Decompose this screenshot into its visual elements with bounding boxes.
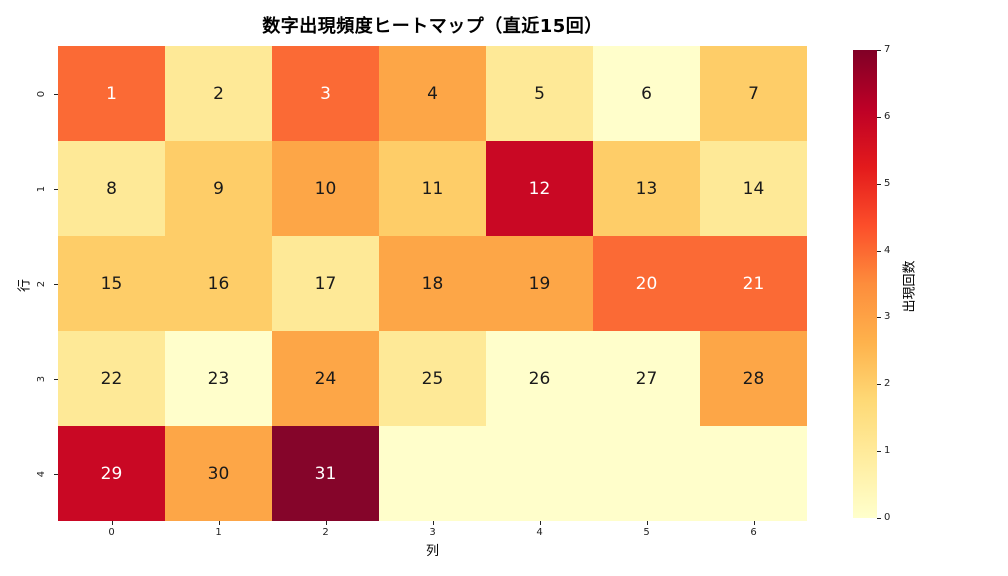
- heatmap-cell: 6: [593, 46, 700, 141]
- y-axis-label: 行: [17, 279, 33, 293]
- heatmap-cell: 4: [379, 46, 486, 141]
- y-tick-mark: [54, 188, 58, 190]
- colorbar: [853, 50, 877, 518]
- y-tick-label: 4: [36, 470, 47, 477]
- heatmap-cell: 26: [486, 331, 593, 426]
- heatmap-cell: 31: [272, 426, 379, 521]
- heatmap-cell: 3: [272, 46, 379, 141]
- y-tick-mark: [54, 473, 58, 475]
- colorbar-label: 出現回数: [902, 260, 918, 313]
- colorbar-tick-mark: [877, 116, 881, 118]
- chart-title: 数字出現頻度ヒートマップ（直近15回）: [262, 16, 603, 37]
- heatmap-grid: 1 2 3 4 5 6 7 8 9 10 11 12 13 14 15 16 17 18 19 20 21 22 23 24 2…: [58, 46, 807, 521]
- heatmap-cell: 13: [593, 141, 700, 236]
- heatmap-cell: 25: [379, 331, 486, 426]
- x-tick-mark: [218, 521, 220, 525]
- heatmap-cell: 14: [700, 141, 807, 236]
- heatmap-cell: 2: [165, 46, 272, 141]
- colorbar-tick-label: 4: [884, 244, 891, 256]
- heatmap-cell: 5: [486, 46, 593, 141]
- colorbar-tick-mark: [877, 250, 881, 252]
- heatmap-cell: [486, 426, 593, 521]
- x-tick-mark: [646, 521, 648, 525]
- heatmap-cell: 21: [700, 236, 807, 331]
- colorbar-tick-mark: [877, 384, 881, 386]
- x-tick-mark: [325, 521, 327, 525]
- x-tick-mark: [753, 521, 755, 525]
- y-tick-mark: [54, 93, 58, 95]
- heatmap-cell: 28: [700, 331, 807, 426]
- heatmap-cell: 12: [486, 141, 593, 236]
- heatmap-cell: 1: [58, 46, 165, 141]
- y-tick-label: 1: [36, 185, 47, 192]
- x-tick-label: 2: [322, 527, 329, 538]
- colorbar-tick-label: 6: [884, 110, 891, 122]
- heatmap-cell: [379, 426, 486, 521]
- x-tick-label: 1: [215, 527, 222, 538]
- colorbar-tick-label: 7: [884, 44, 891, 55]
- heatmap-cell: 11: [379, 141, 486, 236]
- colorbar-tick-label: 0: [884, 512, 891, 523]
- colorbar-tick-mark: [877, 50, 881, 51]
- colorbar-tick-label: 2: [884, 378, 891, 390]
- heatmap-cell: 17: [272, 236, 379, 331]
- x-tick-label: 0: [108, 527, 115, 538]
- heatmap-cell: [700, 426, 807, 521]
- x-tick-mark: [432, 521, 434, 525]
- heatmap-cell: 22: [58, 331, 165, 426]
- heatmap-cell: 19: [486, 236, 593, 331]
- heatmap-cell: 30: [165, 426, 272, 521]
- heatmap-cell: 20: [593, 236, 700, 331]
- colorbar-tick-mark: [877, 518, 881, 519]
- heatmap-cell: 18: [379, 236, 486, 331]
- colorbar-tick-label: 3: [884, 311, 891, 323]
- x-tick-mark: [539, 521, 541, 525]
- y-tick-mark: [54, 378, 58, 380]
- y-tick-label: 2: [36, 280, 47, 287]
- colorbar-tick-mark: [877, 451, 881, 453]
- y-tick-mark: [54, 283, 58, 285]
- heatmap-cell: [593, 426, 700, 521]
- y-tick-label: 3: [36, 375, 47, 382]
- heatmap-cell: 24: [272, 331, 379, 426]
- y-tick-label: 0: [36, 90, 47, 97]
- heatmap-cell: 8: [58, 141, 165, 236]
- heatmap-cell: 29: [58, 426, 165, 521]
- colorbar-tick-mark: [877, 317, 881, 319]
- heatmap-cell: 9: [165, 141, 272, 236]
- heatmap-cell: 23: [165, 331, 272, 426]
- x-tick-mark: [111, 521, 113, 525]
- colorbar-tick-label: 5: [884, 177, 891, 189]
- heatmap-cell: 10: [272, 141, 379, 236]
- heatmap-cell: 7: [700, 46, 807, 141]
- colorbar-tick-mark: [877, 183, 881, 185]
- colorbar-tick-label: 1: [884, 445, 891, 457]
- heatmap-cell: 16: [165, 236, 272, 331]
- x-tick-label: 4: [536, 527, 543, 538]
- heatmap-cell: 15: [58, 236, 165, 331]
- x-tick-label: 5: [643, 527, 650, 538]
- x-tick-label: 6: [750, 527, 757, 538]
- x-axis-label: 列: [425, 544, 439, 559]
- heatmap-cell: 27: [593, 331, 700, 426]
- x-tick-label: 3: [429, 527, 436, 538]
